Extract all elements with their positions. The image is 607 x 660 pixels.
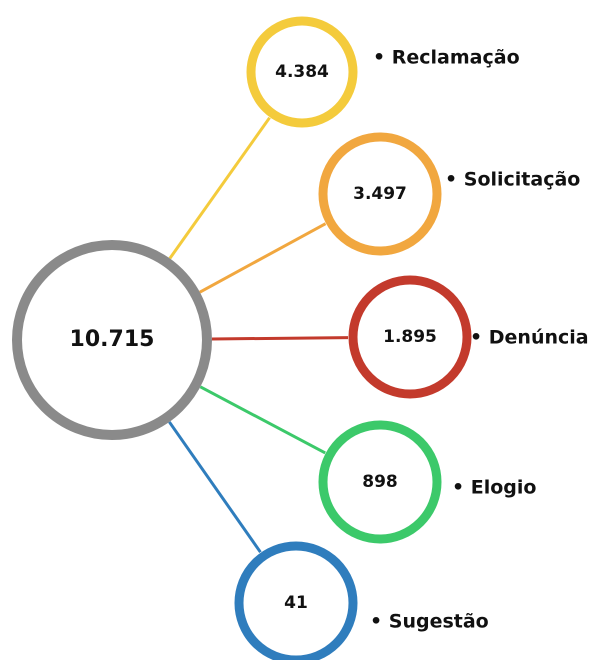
node-label: • Reclamação — [373, 47, 520, 69]
node-value: 1.895 — [383, 327, 437, 347]
node-label: • Denúncia — [470, 327, 589, 349]
node-circle — [234, 541, 358, 660]
node-circle — [318, 420, 442, 544]
node-circle — [348, 275, 472, 399]
center-circle — [12, 240, 212, 440]
center-value: 10.715 — [70, 327, 155, 352]
node-circle — [246, 16, 358, 128]
node-label: • Solicitação — [445, 169, 580, 191]
node-value: 41 — [284, 593, 308, 613]
connector — [199, 385, 326, 455]
connector — [168, 116, 271, 260]
node-value: 3.497 — [353, 184, 407, 204]
connector — [199, 222, 327, 294]
connector — [211, 336, 349, 341]
node-circle — [318, 132, 442, 256]
connector — [168, 421, 262, 554]
node-label: • Elogio — [452, 477, 536, 499]
node-value: 898 — [362, 472, 398, 492]
node-label: • Sugestão — [370, 611, 489, 633]
node-value: 4.384 — [275, 62, 329, 82]
